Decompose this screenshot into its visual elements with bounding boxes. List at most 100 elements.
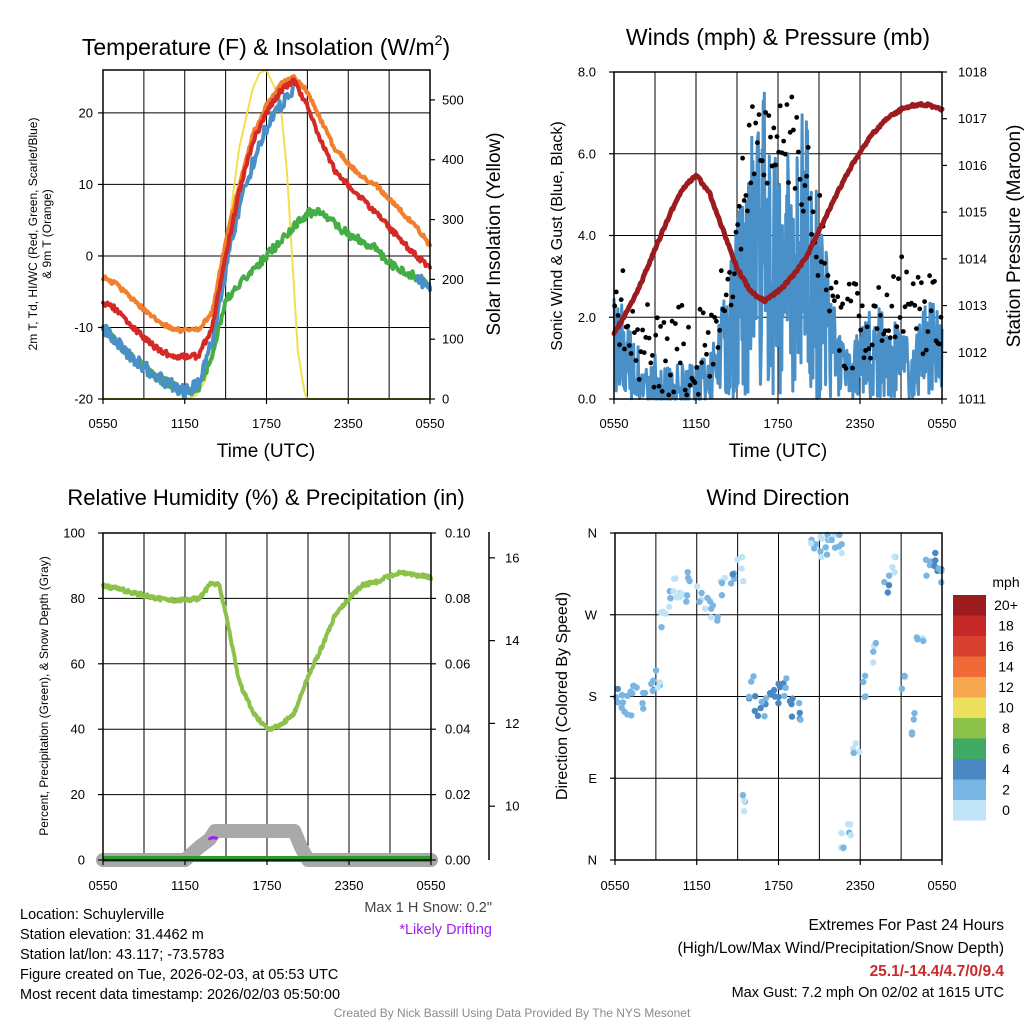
colorbar-label: 18 <box>998 618 1014 634</box>
wind-direction-point <box>861 672 869 679</box>
winds-title: Winds (mph) & Pressure (mb) <box>626 24 930 50</box>
gust-point <box>902 304 908 310</box>
y2-tick-label: 0.06 <box>445 656 470 671</box>
wind-direction-ylabel: Direction (Colored By Speed) <box>554 592 571 800</box>
gust-point <box>627 343 632 348</box>
wind-direction-point <box>922 556 930 563</box>
wind-direction-point <box>734 556 741 563</box>
gust-point <box>832 298 837 304</box>
gust-point <box>717 327 722 333</box>
y2-tick-label: 1011 <box>958 392 986 407</box>
gust-point <box>850 365 855 371</box>
wind-direction-point <box>850 749 857 757</box>
temperature-title: Temperature (F) & Insolation (W/m2) <box>82 32 450 60</box>
y-tick-label: 40 <box>71 722 85 737</box>
y-tick-label: 20 <box>71 787 85 802</box>
relative-humidity-line <box>101 569 433 732</box>
extremes-info: Extremes For Past 24 Hours (High/Low/Max… <box>678 914 1005 1004</box>
temperature-panel: Temperature (F) & Insolation (W/m2) -20 -… <box>26 32 505 462</box>
wind-direction-point <box>911 710 918 717</box>
x-tick-label: 1150 <box>171 878 199 893</box>
colorbar-swatch <box>953 636 986 657</box>
y2-tick-label: 1015 <box>958 205 987 220</box>
wind-direction-point <box>641 689 649 697</box>
gust-point <box>878 313 883 318</box>
insolation-ylabel: Solar Insolation (Yellow) <box>484 132 505 335</box>
wind-direction-point <box>775 693 782 701</box>
gust-point <box>718 268 724 274</box>
wind-direction-point <box>649 687 656 695</box>
gust-point <box>663 358 668 364</box>
wind-direction-point <box>686 577 693 585</box>
wind-direction-point <box>745 693 753 700</box>
gust-point <box>625 323 631 329</box>
gust-point <box>804 173 809 179</box>
wind-direction-point <box>670 575 678 582</box>
wind-direction-point <box>630 682 637 689</box>
gust-point <box>677 360 683 366</box>
x-tick-label: 1150 <box>171 416 199 431</box>
gust-point <box>912 303 918 308</box>
pressure-ylabel: Station Pressure (Maroon) <box>1004 125 1024 348</box>
gust-point <box>835 294 841 300</box>
temperature-ylabel-line1: 2m T, Td, HI/WC (Red, Green, Scarlet/Blu… <box>26 118 40 351</box>
y-tick-label: 0 <box>78 853 85 868</box>
y2-tick-label: 300 <box>442 212 464 227</box>
wind-direction-point <box>619 692 626 699</box>
station-info: Location: Schuylerville Station elevatio… <box>20 905 340 1005</box>
wind-direction-point <box>870 648 877 655</box>
gust-point <box>792 186 798 191</box>
wind-direction-point <box>629 690 636 697</box>
gust-point <box>904 269 909 275</box>
colorbar-label: 6 <box>1002 741 1010 757</box>
x-tick-label: 0550 <box>89 416 118 431</box>
gust-point <box>755 140 760 146</box>
gust-point <box>727 270 732 275</box>
gust-point <box>650 353 655 358</box>
gust-point <box>815 273 821 278</box>
y2-tick-label: 0.02 <box>445 787 470 802</box>
max-gust: Max Gust: 7.2 mph On 02/02 at 1615 UTC <box>731 985 1004 1001</box>
wind-direction-point <box>797 716 804 723</box>
gust-point <box>786 180 791 186</box>
wind-direction-point <box>654 684 661 691</box>
gust-point <box>615 313 621 318</box>
gust-point <box>817 193 823 198</box>
gust-point <box>659 388 665 394</box>
gust-point <box>704 351 709 357</box>
wind-direction-point <box>775 700 782 707</box>
wind-direction-point <box>754 712 762 719</box>
wind-direction-point <box>767 691 774 698</box>
drifting-marker <box>208 836 218 841</box>
wind-direction-point <box>781 692 788 700</box>
wind-direction-point <box>823 551 831 558</box>
pressure-line <box>611 101 945 336</box>
wind-direction-point <box>648 680 655 687</box>
wind-direction-point <box>721 574 728 582</box>
gust-point <box>814 254 819 260</box>
wind-direction-point <box>783 675 790 682</box>
gust-point <box>827 308 832 314</box>
wind-direction-point <box>739 792 747 799</box>
wind-direction-point <box>701 605 709 612</box>
gust-point <box>822 260 827 266</box>
y-tick-label: 4.0 <box>578 228 596 243</box>
gust-point <box>723 292 729 298</box>
y-tick-label: N <box>588 853 597 868</box>
wind-direction-point <box>614 699 621 706</box>
temperature-2m-line <box>101 77 432 361</box>
humidity-ylabel: Percent, Precipitation (Green), & Snow D… <box>37 556 51 835</box>
gust-point <box>679 303 685 308</box>
wind-direction-point <box>881 578 888 586</box>
temperature-9m-line <box>101 74 432 335</box>
wind-direction-point <box>910 716 917 723</box>
gust-point <box>861 355 867 361</box>
gust-point <box>722 308 727 314</box>
wind-direction-point <box>840 844 847 851</box>
gust-point <box>632 330 637 335</box>
wind-direction-point <box>872 639 880 647</box>
wind-direction-point <box>935 565 942 572</box>
colorbar-swatch <box>953 595 986 616</box>
recent-timestamp: Most recent data timestamp: 2026/02/03 0… <box>20 987 341 1003</box>
y2-tick-label: 1017 <box>958 111 987 126</box>
